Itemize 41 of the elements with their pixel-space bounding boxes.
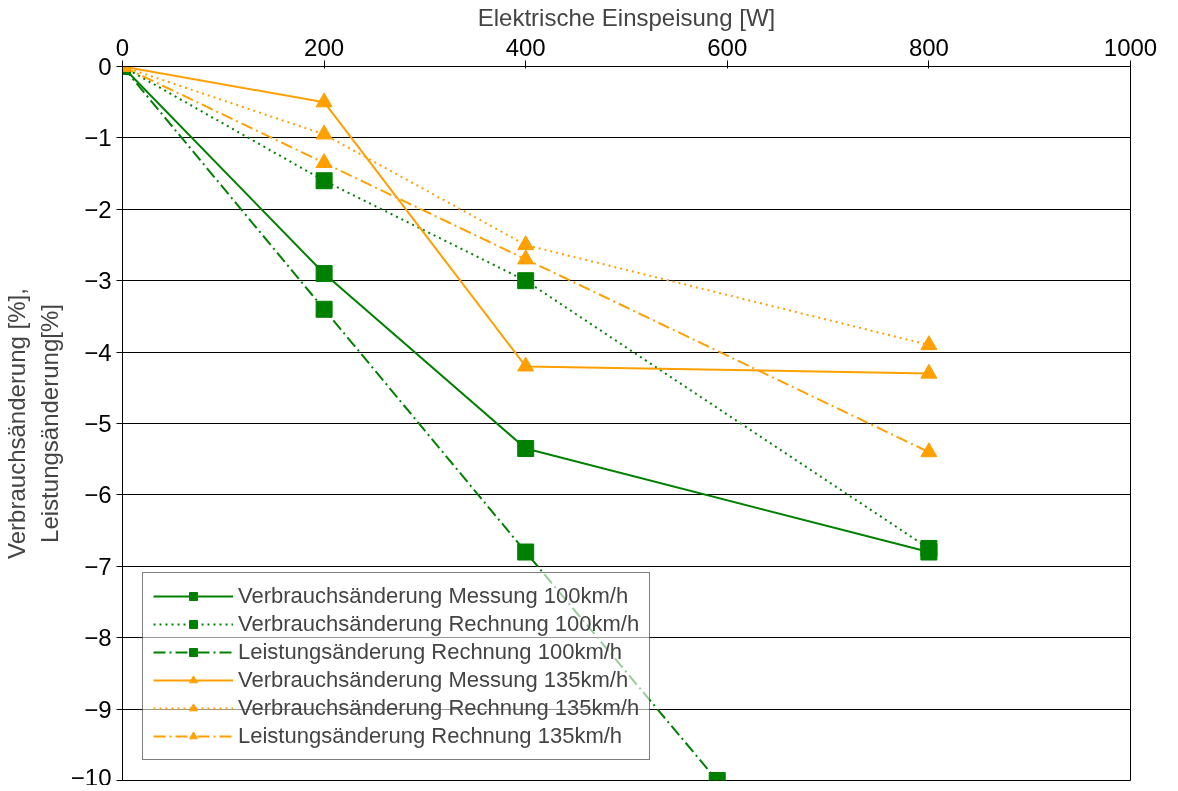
- x-axis-title: Elektrische Einspeisung [W]: [477, 3, 776, 31]
- legend-label: Verbrauchsänderung Rechnung 135km/h: [238, 695, 640, 721]
- x-tick-label: 1000: [1103, 33, 1158, 61]
- y-tick-label: −7: [84, 552, 112, 580]
- point: [517, 356, 535, 372]
- point: [315, 172, 333, 190]
- legend-label: Leistungsänderung Rechnung 100km/h: [238, 639, 623, 665]
- point: [517, 439, 535, 457]
- y-tick-label: −2: [84, 195, 112, 223]
- y-tick-label: −8: [84, 624, 112, 652]
- y-tick-label: 0: [98, 53, 112, 80]
- y-tick-label: −3: [84, 267, 112, 295]
- point: [315, 92, 333, 108]
- point: [517, 272, 535, 290]
- y-tick-label: −10: [70, 763, 112, 791]
- y-tick-label: −1: [84, 124, 112, 152]
- point: [517, 543, 535, 561]
- point: [920, 442, 938, 458]
- point: [920, 335, 938, 351]
- point: [315, 124, 333, 140]
- x-tick-label: 200: [304, 33, 345, 61]
- legend-label: Verbrauchsänderung Messung 100km/h: [238, 583, 629, 609]
- point: [920, 363, 938, 379]
- point: [315, 153, 333, 169]
- legend-label: Leistungsänderung Rechnung 135km/h: [238, 723, 623, 749]
- point: [920, 539, 938, 557]
- legend-label: Verbrauchsänderung Rechnung 100km/h: [238, 611, 640, 637]
- y-tick-label: −6: [84, 481, 112, 509]
- point: [517, 249, 535, 265]
- y-axis-title: Verbrauchsänderung [%], Leistungsänderung[%]: [3, 288, 63, 559]
- x-tick-label: 400: [505, 33, 546, 61]
- x-tick-label: 600: [707, 33, 748, 61]
- x-tick-label: 0: [115, 33, 130, 61]
- point: [315, 265, 333, 283]
- point: [315, 300, 333, 318]
- y-tick-label: −5: [84, 410, 112, 437]
- x-tick-label: 800: [908, 33, 949, 61]
- y-tick-label: −9: [84, 695, 112, 723]
- legend-label: Verbrauchsänderung Messung 135km/h: [238, 667, 629, 693]
- point: [517, 235, 535, 251]
- y-tick-label: −4: [84, 338, 112, 366]
